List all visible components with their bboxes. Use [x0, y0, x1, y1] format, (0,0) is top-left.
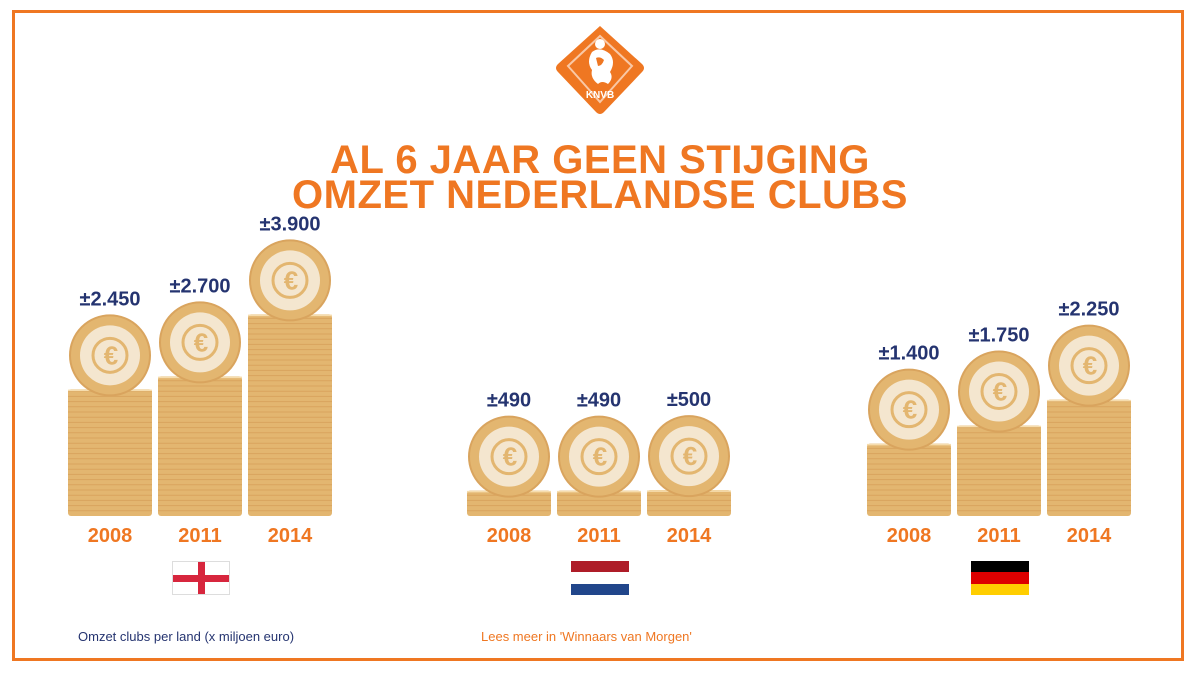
coin-stack-germany-2011: € [957, 350, 1041, 516]
coin-stack-netherlands-2014: € [647, 415, 731, 516]
coin-stack-netherlands-2008: € [467, 415, 551, 516]
knvb-logo-text: KNVB [586, 90, 614, 101]
coin-stack-england-2008: € [68, 314, 152, 516]
euro-icon: € [503, 442, 517, 472]
value-label: ±3.900 [259, 213, 320, 235]
coin-stack-england-2014: € [248, 239, 332, 516]
value-label: ±2.700 [169, 275, 230, 297]
germany-flag [971, 561, 1029, 595]
year-label: 2014 [268, 525, 313, 547]
value-label: ±1.750 [968, 325, 1029, 347]
coin-stack-germany-2014: € [1047, 324, 1131, 516]
euro-icon: € [1083, 351, 1097, 381]
year-label: 2011 [178, 525, 221, 547]
england-flag [172, 561, 230, 595]
euro-icon: € [104, 340, 118, 370]
coin-stack-netherlands-2011: € [557, 415, 641, 516]
read-more-link[interactable]: Lees meer in 'Winnaars van Morgen' [481, 629, 692, 644]
euro-icon: € [993, 377, 1007, 407]
value-label: ±490 [577, 390, 621, 412]
title-line-2: OMZET NEDERLANDSE CLUBS [292, 173, 908, 217]
value-label: ±490 [487, 390, 531, 412]
value-label: ±2.450 [79, 288, 140, 310]
title-line-1: AL 6 JAAR GEEN STIJGING [330, 138, 870, 182]
year-label: 2008 [487, 525, 532, 547]
year-label: 2014 [667, 525, 712, 547]
year-label: 2008 [887, 525, 932, 547]
euro-icon: € [194, 327, 208, 357]
coin-stack-england-2011: € [158, 301, 242, 516]
euro-icon: € [683, 441, 697, 471]
value-label: ±1.400 [878, 343, 939, 365]
euro-icon: € [284, 265, 298, 295]
orange-border-frame [12, 10, 1184, 661]
year-label: 2011 [977, 525, 1020, 547]
euro-icon: € [593, 442, 607, 472]
year-label: 2014 [1067, 525, 1112, 547]
value-label: ±2.250 [1058, 299, 1119, 321]
year-label: 2011 [577, 525, 620, 547]
knvb-lion-shield-icon: KNVB [556, 26, 644, 114]
year-label: 2008 [88, 525, 133, 547]
euro-icon: € [903, 395, 917, 425]
unit-note: Omzet clubs per land (x miljoen euro) [78, 629, 295, 644]
value-label: ±500 [667, 389, 711, 411]
netherlands-flag [571, 561, 629, 595]
coin-stack-germany-2008: € [867, 368, 951, 516]
